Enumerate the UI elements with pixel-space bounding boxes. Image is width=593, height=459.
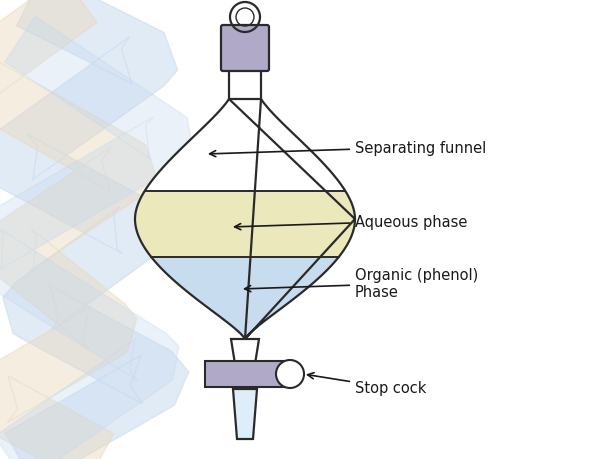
- Polygon shape: [205, 361, 285, 387]
- Polygon shape: [0, 0, 157, 459]
- Polygon shape: [135, 191, 355, 257]
- Circle shape: [276, 360, 304, 388]
- Polygon shape: [233, 389, 257, 439]
- Polygon shape: [135, 100, 355, 339]
- Polygon shape: [0, 17, 193, 459]
- Text: Separating funnel: Separating funnel: [210, 140, 486, 157]
- Text: Stop cock: Stop cock: [308, 373, 426, 396]
- Polygon shape: [0, 0, 189, 459]
- Text: Aqueous phase: Aqueous phase: [235, 214, 467, 230]
- Polygon shape: [231, 339, 259, 364]
- Text: Organic (phenol)
Phase: Organic (phenol) Phase: [245, 267, 478, 300]
- FancyBboxPatch shape: [221, 26, 269, 72]
- Polygon shape: [229, 70, 261, 100]
- Polygon shape: [151, 257, 339, 339]
